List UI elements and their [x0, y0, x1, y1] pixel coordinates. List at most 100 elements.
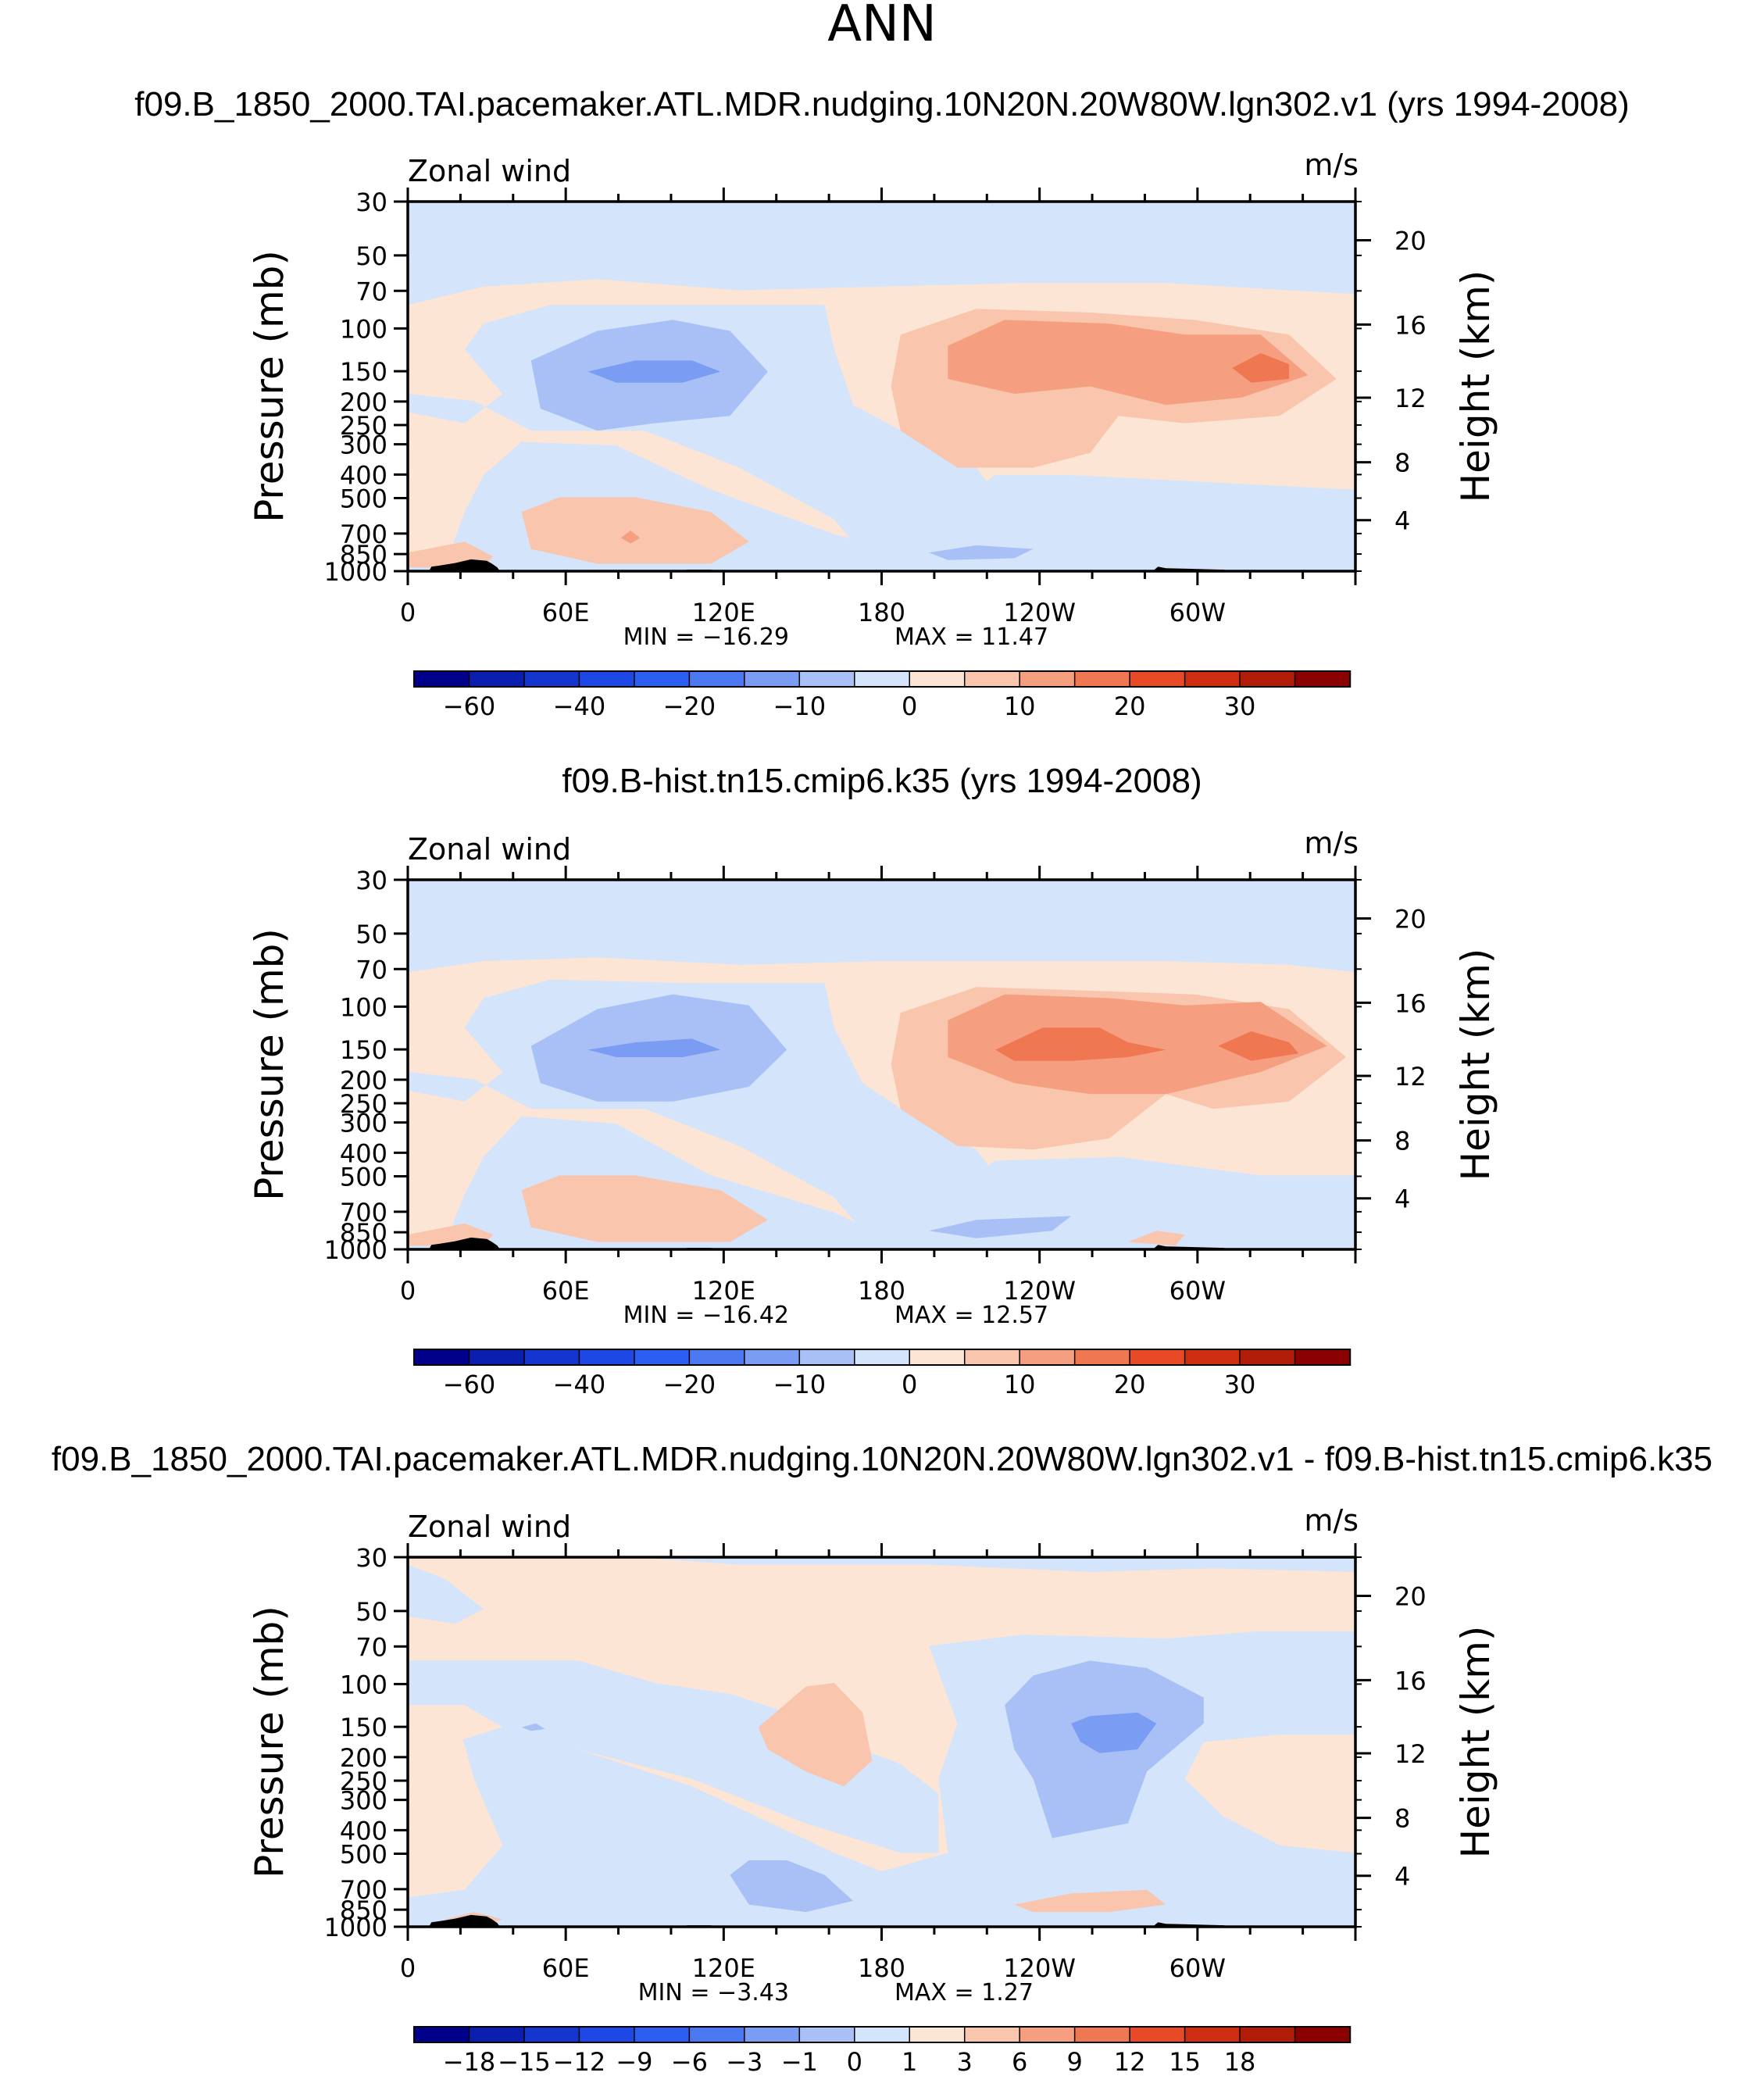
colorbar-box	[744, 2026, 801, 2043]
chart-panel-3: f09.B_1850_2000.TAI.pacemaker.ATL.MDR.nu…	[52, 1440, 1712, 2076]
colorbar-box	[744, 1349, 801, 1366]
pressure-tick-label: 700	[340, 1875, 387, 1905]
x-tick-label: 120E	[692, 1953, 755, 1983]
colorbar-box	[468, 670, 526, 688]
pressure-tick-label: 70	[355, 277, 387, 306]
x-tick-label: 60W	[1169, 1953, 1226, 1983]
contour-region	[1218, 1031, 1299, 1061]
colorbar-label: 0	[902, 1370, 917, 1399]
contour-region	[587, 360, 721, 383]
colorbar-box	[688, 670, 746, 688]
height-tick-label: 20	[1394, 904, 1427, 934]
x-tick-label: 180	[858, 598, 905, 627]
x-tick-label: 120W	[1003, 598, 1076, 627]
x-tick-label: 120E	[692, 1276, 755, 1306]
colorbar-label: −12	[553, 2047, 606, 2076]
height-tick-label: 20	[1394, 226, 1427, 255]
pressure-tick-label: 200	[340, 1743, 387, 1773]
variable-label: Zonal wind	[408, 1510, 571, 1544]
max-label: MAX = 11.47	[894, 624, 1048, 651]
x-tick-label: 60W	[1169, 1276, 1226, 1306]
colorbar-box	[688, 1349, 746, 1366]
colorbar-box	[1294, 1349, 1352, 1366]
colorbar-box	[854, 670, 911, 688]
max-label: MAX = 1.27	[894, 1979, 1034, 2006]
variable-label: Zonal wind	[408, 154, 571, 188]
colorbar-box	[578, 2026, 636, 2043]
height-tick-label: 16	[1394, 988, 1427, 1018]
y2-axis-label: Height (km)	[1453, 949, 1498, 1181]
contour-region	[730, 1860, 854, 1913]
contour-region	[1232, 352, 1290, 383]
height-tick-label: 12	[1394, 1062, 1427, 1092]
colorbar-box	[1239, 670, 1296, 688]
x-tick-label: 0	[400, 1276, 416, 1306]
x-tick-label: 180	[858, 1276, 905, 1306]
units-label: m/s	[1304, 148, 1359, 182]
x-tick-label: 0	[400, 598, 416, 627]
contour-region	[1071, 1712, 1157, 1753]
pressure-tick-label: 200	[340, 388, 387, 417]
pressure-tick-label: 70	[355, 1632, 387, 1662]
contour-region	[408, 1705, 503, 1898]
colorbar-box	[909, 1349, 966, 1366]
colorbar-label: 12	[1114, 2047, 1146, 2076]
panel-title: f09.B-hist.tn15.cmip6.k35 (yrs 1994-2008…	[562, 762, 1202, 800]
pressure-tick-label: 1000	[324, 1235, 387, 1265]
contour-field	[408, 880, 1355, 1249]
contour-region	[1127, 1231, 1185, 1246]
colorbar-label: 6	[1012, 2047, 1027, 2076]
height-tick-label: 16	[1394, 310, 1427, 340]
height-tick-label: 12	[1394, 384, 1427, 413]
colorbar-box	[798, 2026, 856, 2043]
contour-region	[408, 1557, 1355, 1872]
colorbar-box	[1129, 2026, 1186, 2043]
colorbar: −60 −40 −20 −10 0 10 20 30	[413, 670, 1352, 721]
pressure-tick-label: 50	[355, 241, 387, 271]
colorbar-box	[963, 1349, 1021, 1366]
colorbar-box	[578, 670, 636, 688]
height-tick-label: 12	[1394, 1739, 1427, 1769]
colorbar-frame	[413, 670, 1351, 688]
colorbar-box	[854, 1349, 911, 1366]
colorbar-label: −20	[663, 1370, 716, 1399]
colorbar-label: −9	[616, 2047, 652, 2076]
colorbar-box	[413, 1349, 470, 1366]
colorbar-box	[1184, 2026, 1241, 2043]
colorbar-box	[1294, 2026, 1352, 2043]
colorbar-label: 30	[1224, 691, 1256, 721]
colorbar-box	[798, 1349, 856, 1366]
contour-region	[1014, 1889, 1166, 1913]
contour-region	[948, 994, 1327, 1095]
variable-label: Zonal wind	[408, 832, 571, 866]
colorbar-box	[1184, 1349, 1241, 1366]
colorbar-label: 3	[957, 2047, 973, 2076]
colorbar-label: −3	[726, 2047, 762, 2076]
colorbar: −18 −15 −12 −9 −6 −3 −1 0 1 3 6 9 12 15 18	[413, 2026, 1352, 2076]
contour-region	[408, 1564, 484, 1624]
colorbar-label: −6	[671, 2047, 708, 2076]
pressure-tick-label: 500	[340, 1840, 387, 1870]
colorbar-label: −20	[663, 691, 716, 721]
pressure-tick-label: 30	[355, 188, 387, 217]
contour-region	[1184, 1735, 1355, 1853]
height-tick-label: 4	[1394, 1862, 1410, 1892]
x-tick-label: 120E	[692, 598, 755, 627]
colorbar-box	[688, 2026, 746, 2043]
pressure-tick-label: 250	[340, 411, 387, 441]
colorbar-box	[1239, 1349, 1296, 1366]
pressure-tick-label: 400	[340, 1816, 387, 1846]
topography-mask	[429, 1914, 500, 1927]
pressure-tick-label: 200	[340, 1066, 387, 1095]
pressure-tick-label: 300	[340, 1109, 387, 1138]
colorbar-box	[963, 670, 1021, 688]
colorbar-box	[578, 1349, 636, 1366]
colorbar-box	[1073, 1349, 1131, 1366]
x-tick-label: 60E	[542, 598, 590, 627]
colorbar-label: 10	[1004, 1370, 1036, 1399]
colorbar-label: 20	[1114, 691, 1146, 721]
height-tick-label: 4	[1394, 1184, 1410, 1214]
colorbar-label: 18	[1224, 2047, 1256, 2076]
height-tick-label: 20	[1394, 1581, 1427, 1611]
height-tick-label: 8	[1394, 1804, 1410, 1834]
